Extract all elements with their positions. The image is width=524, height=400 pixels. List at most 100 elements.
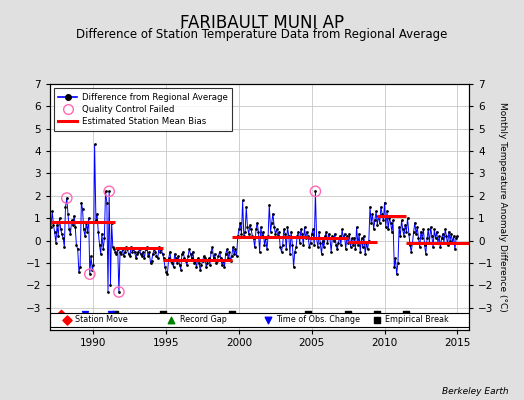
Point	[78, 206, 86, 212]
Point	[237, 231, 246, 237]
Point	[414, 235, 423, 242]
Point	[274, 233, 282, 239]
Point	[180, 255, 189, 262]
Text: Berkeley Earth: Berkeley Earth	[442, 387, 508, 396]
Point	[333, 246, 342, 253]
Point	[195, 260, 203, 266]
Point	[177, 266, 185, 273]
Point	[276, 244, 285, 250]
Point	[176, 262, 184, 268]
Point	[59, 235, 68, 242]
Point	[290, 248, 299, 255]
Point	[406, 242, 414, 248]
Point	[263, 246, 271, 253]
Text: Station Move: Station Move	[75, 316, 128, 324]
Point	[115, 289, 123, 295]
Point	[322, 228, 331, 235]
Point	[49, 222, 58, 228]
Point	[308, 231, 316, 237]
Text: FARIBAULT MUNI AP: FARIBAULT MUNI AP	[180, 14, 344, 32]
Point	[101, 188, 110, 194]
Point	[367, 220, 375, 226]
Point	[100, 235, 108, 242]
Point	[358, 244, 367, 250]
Point	[264, 233, 272, 239]
Point	[168, 260, 177, 266]
Point	[259, 228, 267, 235]
Point	[146, 260, 155, 266]
Point	[411, 220, 419, 226]
Point	[83, 228, 92, 235]
Point	[96, 251, 105, 257]
Point	[189, 248, 197, 255]
Point	[77, 199, 85, 206]
Point	[219, 258, 227, 264]
Point	[261, 235, 270, 242]
Point	[238, 197, 247, 204]
Point	[93, 210, 101, 217]
Point	[227, 311, 236, 318]
Point	[173, 260, 181, 266]
Point	[157, 246, 166, 253]
Point	[190, 260, 199, 266]
Point	[379, 217, 388, 224]
Point	[162, 269, 170, 275]
Point	[84, 215, 93, 221]
Point	[299, 242, 308, 248]
Point	[158, 251, 167, 257]
Point	[111, 311, 119, 318]
Point	[203, 260, 212, 266]
Point	[151, 248, 159, 255]
Point	[119, 253, 128, 260]
Point	[428, 233, 436, 239]
Point	[423, 235, 431, 242]
Point	[328, 233, 336, 239]
Point	[65, 226, 73, 232]
Point	[133, 251, 141, 257]
Point	[139, 248, 147, 255]
Point	[204, 255, 213, 262]
Point	[123, 246, 132, 253]
Point	[99, 246, 107, 253]
Point	[165, 255, 173, 262]
Point	[75, 269, 83, 275]
Point	[112, 251, 121, 257]
Point	[105, 188, 113, 194]
Point	[390, 264, 398, 270]
Point	[179, 248, 188, 255]
Point	[425, 240, 433, 246]
Point	[254, 228, 263, 235]
Point	[451, 246, 459, 253]
Point	[163, 271, 171, 277]
Point	[326, 235, 334, 242]
Point	[396, 233, 405, 239]
Point	[385, 215, 394, 221]
Point	[421, 251, 430, 257]
Point	[226, 258, 235, 264]
Point	[172, 255, 180, 262]
Point	[122, 244, 130, 250]
Point	[57, 226, 65, 232]
Point	[445, 228, 453, 235]
Point	[435, 233, 443, 239]
Point	[257, 224, 265, 230]
Point	[167, 317, 176, 323]
Point	[114, 246, 122, 253]
Point	[356, 248, 364, 255]
Point	[66, 231, 74, 237]
Point	[94, 228, 102, 235]
Bar	[50, 313, 469, 327]
Point	[129, 246, 138, 253]
Point	[181, 258, 190, 264]
Point	[104, 289, 112, 295]
Point	[312, 235, 321, 242]
Point	[159, 255, 168, 262]
Point	[374, 213, 383, 219]
Point	[158, 311, 167, 318]
Point	[303, 228, 311, 235]
Point	[318, 251, 326, 257]
Point	[236, 220, 244, 226]
Point	[147, 258, 156, 264]
Point	[416, 244, 424, 250]
Point	[293, 233, 301, 239]
